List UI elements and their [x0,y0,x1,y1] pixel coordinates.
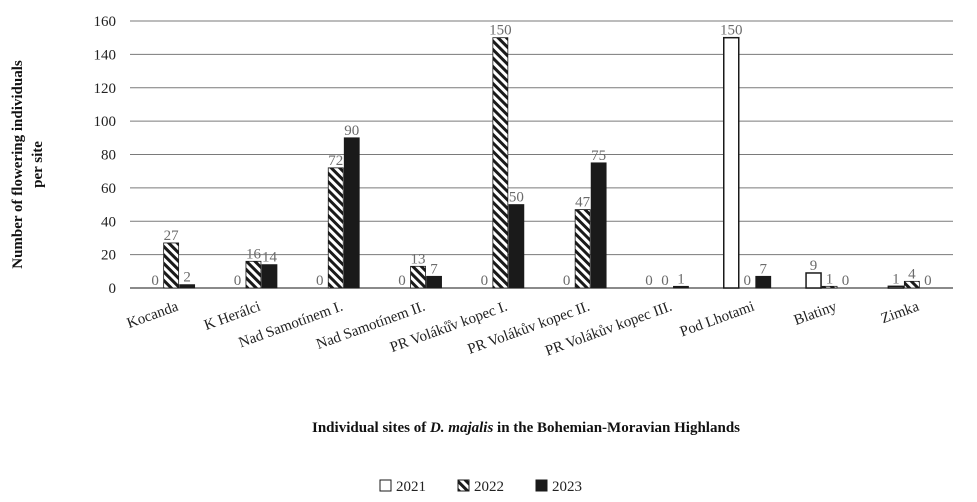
data-label: 47 [575,195,591,211]
data-label: 13 [411,251,426,267]
legend-swatch-2022 [457,479,470,492]
y-tick-label: 140 [94,47,117,63]
bar-2022 [410,265,426,289]
y-axis-title-line: Number of flowering individuals [10,60,26,269]
data-label: 0 [398,273,406,289]
x-axis-title: Individual sites of D. majalis in the Bo… [312,420,740,436]
x-axis-title-part: Individual sites of [312,420,430,436]
y-tick-label: 100 [94,114,117,130]
data-label: 14 [262,250,278,266]
legend-swatch-2021 [379,479,392,492]
data-label: 0 [316,273,324,289]
x-category-label: Blatiny [792,299,839,329]
bar-2021 [723,36,740,289]
data-label: 0 [234,273,242,289]
data-label: 1 [892,271,900,287]
data-label: 1 [677,271,685,287]
bar-2022 [821,285,838,289]
x-category-label: K Herálci [202,299,263,334]
y-tick-label: 40 [101,214,116,230]
x-category-label: Zimka [879,299,922,328]
x-category-label: Pod Lhotami [678,299,757,341]
data-label: 9 [810,258,818,274]
legend-label: 2022 [474,479,504,495]
y-tick-label: 120 [94,81,117,97]
y-axis-title-line: per site [30,141,46,188]
bar-2023 [343,137,360,289]
y-tick-label: 160 [94,14,117,30]
data-label: 90 [344,123,359,139]
data-label: 0 [924,273,932,289]
legend: 2021 2022 2023 [379,479,582,495]
data-label: 0 [151,273,159,289]
data-label: 7 [760,261,768,277]
gridlines [130,20,953,289]
bar-2022 [245,260,262,289]
y-tick-label: 20 [101,248,116,264]
bar-2022 [327,167,344,289]
bar-2023 [508,204,525,289]
bar-2023 [755,275,772,289]
data-label: 4 [908,266,916,282]
y-tick-label: 0 [109,281,117,297]
bar-2023 [673,285,689,289]
y-tick-label: 80 [101,148,116,164]
bar-2022 [903,280,920,289]
bars [163,36,920,289]
bar-2023 [590,162,607,289]
bar-2023 [179,284,196,289]
y-axis-title: Number of flowering individuals per site [10,60,46,269]
x-axis-title-part: in the Bohemian-Moravian Highlands [493,420,740,436]
data-label: 27 [164,228,180,244]
bar-2023 [426,275,442,289]
data-label: 0 [563,273,571,289]
data-label: 16 [246,246,262,262]
legend-label: 2021 [396,479,426,495]
x-category-label: Kocanda [125,299,181,332]
data-label: 0 [645,273,653,289]
legend-label: 2023 [552,479,582,495]
bar-2022 [163,242,180,289]
data-label: 75 [591,148,606,164]
bar-2021 [805,272,822,289]
bar-2022 [492,37,509,289]
y-axis-ticks: 0 20 40 60 80 100 120 140 160 [94,14,117,297]
data-label: 1 [826,271,834,287]
data-label: 7 [430,261,438,277]
data-label: 0 [481,273,489,289]
bar-2023 [261,264,278,289]
x-axis-title-part: D. majalis [429,420,494,436]
legend-swatch-2023 [535,479,548,492]
data-label: 150 [720,23,743,39]
data-label: 50 [509,190,524,206]
y-tick-label: 60 [101,181,116,197]
data-label: 2 [183,270,191,286]
bar-2022 [574,209,591,289]
data-label: 0 [661,273,669,289]
data-label: 0 [744,273,752,289]
bar-2021 [887,285,905,289]
data-label: 72 [328,153,343,169]
data-label: 0 [842,273,850,289]
data-label: 150 [489,23,512,39]
